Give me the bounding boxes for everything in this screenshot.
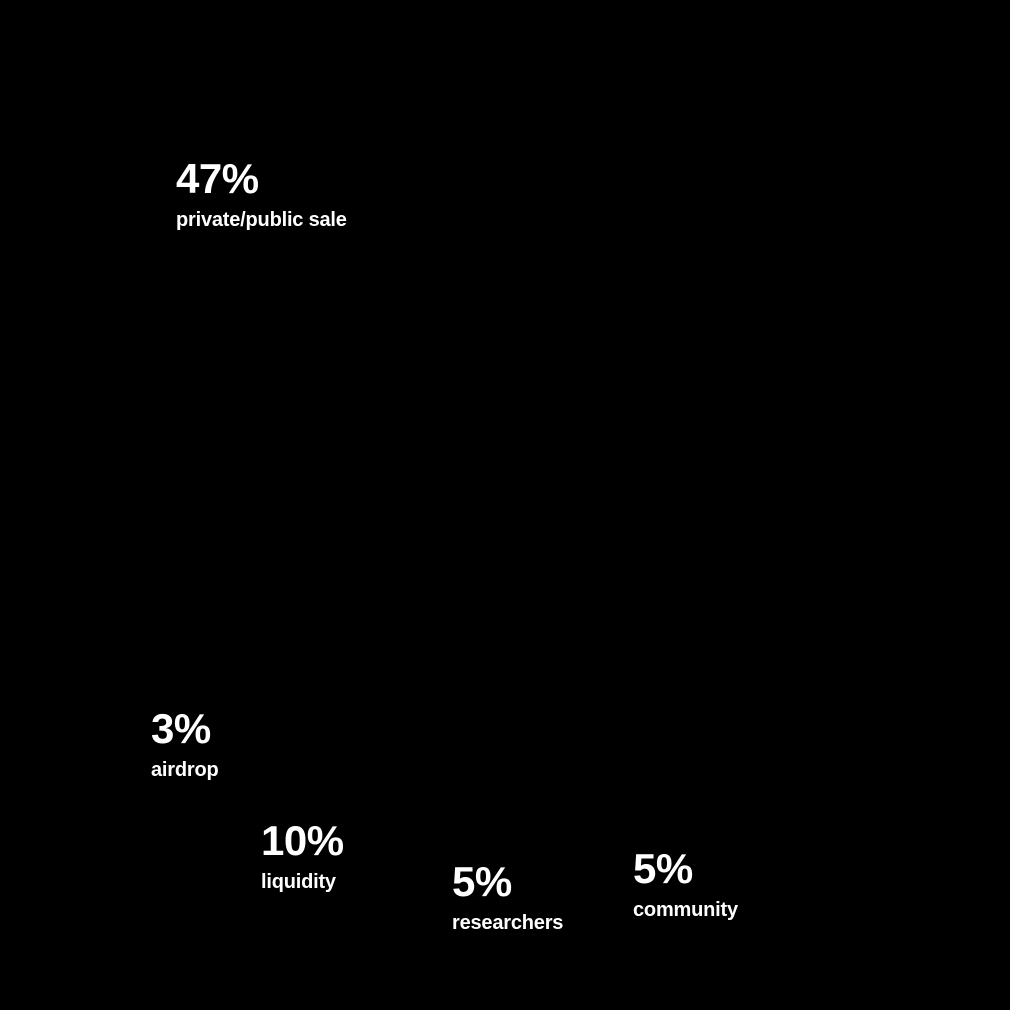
callout-researchers[interactable]: 5% researchers [452,858,564,934]
callout-label-researchers: researchers [452,912,564,934]
callout-percent-researchers: 5% [452,858,512,905]
callout-label-community: community [633,899,738,921]
callout-percent-liquidity: 10% [261,817,344,864]
callout-label-private-public-sale: private/public sale [176,209,347,231]
callout-percent-airdrop: 3% [151,705,211,752]
callout-percent-community: 5% [633,845,693,892]
callout-community[interactable]: 5% community [633,845,738,921]
callout-label-liquidity: liquidity [261,871,336,893]
callout-percent-private-public-sale: 47% [176,155,259,202]
callout-private-public-sale[interactable]: 47% private/public sale [176,155,347,231]
callout-liquidity[interactable]: 10% liquidity [261,817,344,893]
callout-airdrop[interactable]: 3% airdrop [151,705,219,781]
callout-label-airdrop: airdrop [151,759,219,781]
